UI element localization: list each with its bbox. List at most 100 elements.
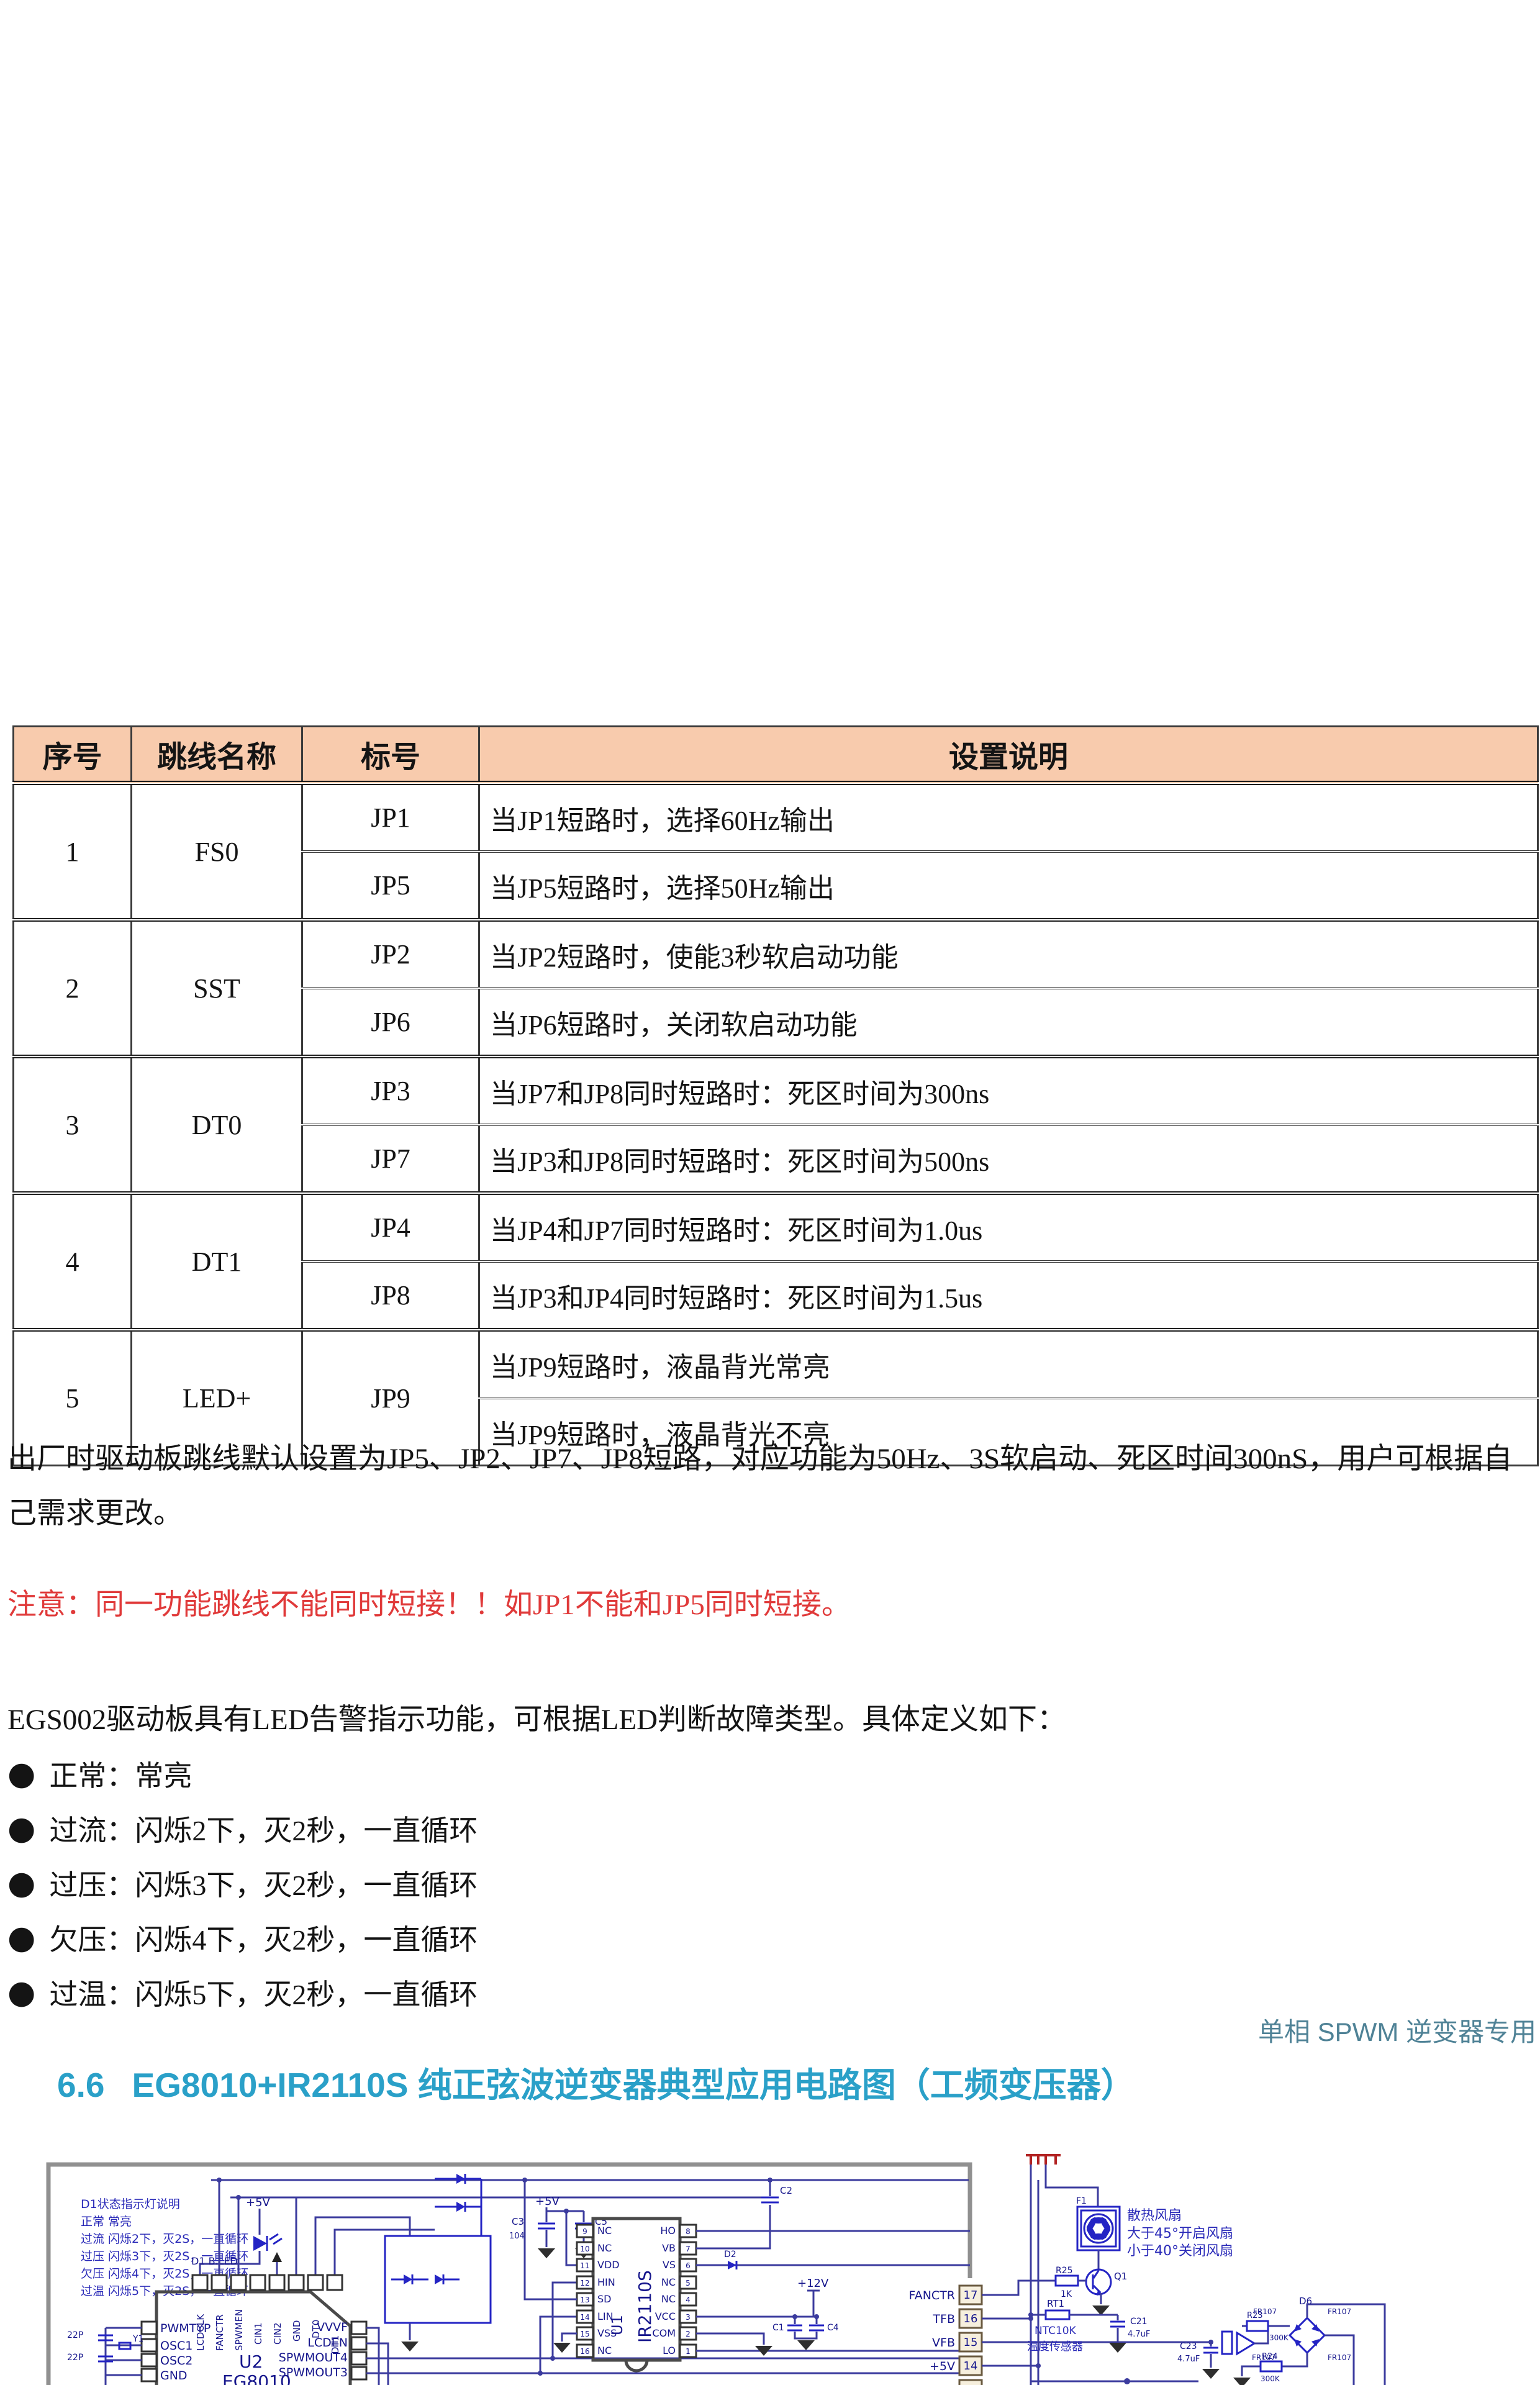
pin-number: 10 bbox=[580, 2245, 589, 2253]
table-row: 3 DT0 JP3 当JP7和JP8同时短路时：死区时间为300ns bbox=[12, 1055, 1539, 1193]
cell-desc: 当JP9短路时，液晶背光不亮 bbox=[478, 1397, 1539, 1466]
pin-number: 16 bbox=[580, 2347, 589, 2356]
chip-ref: U1 bbox=[609, 2315, 626, 2335]
cap-value: 4.7uF bbox=[1128, 2330, 1150, 2339]
connector-pin-label: +5V bbox=[930, 2360, 955, 2373]
pin-label: DT0 bbox=[310, 2320, 322, 2338]
resistor-r25 bbox=[1054, 2274, 1079, 2287]
connector-pin-number: 17 bbox=[964, 2289, 978, 2302]
cell-no: 2 bbox=[12, 918, 132, 1056]
cell-desc: 当JP4和JP7同时短路时：死区时间为1.0us bbox=[478, 1191, 1539, 1261]
application-circuit-schematic: D1状态指示灯说明 正常 常亮 过流 闪烁2下，灭2S，一直循环 过压 闪烁3下… bbox=[46, 2154, 1386, 2385]
connector-pin-label: TFB bbox=[932, 2312, 955, 2326]
table-row: 5 LED+ JP9 当JP9短路时，液晶背光常亮 bbox=[12, 1328, 1539, 1466]
cell-desc: 当JP5短路时，选择50Hz输出 bbox=[478, 850, 1539, 920]
pin-label: GND bbox=[291, 2320, 302, 2342]
fan-ref: F1 bbox=[1076, 2196, 1087, 2206]
pin-label: LCDCLK bbox=[195, 2314, 206, 2351]
connector-pin-label: VFB bbox=[932, 2336, 955, 2350]
pin-label: CIN2 bbox=[272, 2322, 283, 2345]
led-list-item: ● 过压：闪烁3下，灭2秒，一直循环 bbox=[7, 1856, 1533, 1910]
diode-type: FR107 bbox=[1252, 2353, 1275, 2362]
cell-no: 1 bbox=[12, 783, 132, 920]
schematic-frame bbox=[46, 2162, 972, 2385]
svg-text:过流 闪烁2下，灭2S，一直循环: 过流 闪烁2下，灭2S，一直循环 bbox=[81, 2232, 248, 2246]
cell-name: DT0 bbox=[130, 1055, 303, 1193]
pin-number: 15 bbox=[580, 2330, 589, 2338]
cap-label: C1 bbox=[772, 2323, 784, 2333]
svg-text:D1状态指示灯说明: D1状态指示灯说明 bbox=[81, 2197, 180, 2211]
pin-number: 5 bbox=[686, 2279, 691, 2287]
pin-number: 11 bbox=[580, 2261, 589, 2270]
cap-label: C4 bbox=[827, 2323, 839, 2333]
pin-label: DT1 bbox=[330, 2335, 341, 2354]
chip-u1-ir2110s: 9 10 11 12 13 14 15 16 NC NC VDD HIN SD … bbox=[576, 2217, 697, 2373]
ground-icon bbox=[538, 2248, 555, 2258]
cell-jp: JP6 bbox=[301, 987, 480, 1056]
pin-label: NC bbox=[597, 2225, 612, 2237]
led-d1-icon bbox=[253, 2233, 283, 2251]
col-header-no: 序号 bbox=[12, 725, 132, 785]
pin-label: HO bbox=[660, 2225, 676, 2237]
cell-jp: JP1 bbox=[301, 783, 480, 852]
ground-icon bbox=[1202, 2369, 1220, 2379]
pin-label: SD bbox=[597, 2293, 611, 2305]
bullet-icon: ● bbox=[7, 1919, 36, 1956]
bullet-icon: ● bbox=[7, 1974, 36, 2011]
page-footer-note: 单相 SPWM 逆变器专用 bbox=[1258, 2017, 1536, 2047]
led-d1-label: D1 B.LED bbox=[191, 2255, 238, 2267]
chip-part: EG8010 bbox=[222, 2371, 291, 2385]
section-title: EG8010+IR2110S 纯正弦波逆变器典型应用电路图（工频变压器） bbox=[132, 2066, 1135, 2104]
pin-number: 4 bbox=[686, 2296, 691, 2304]
pin-label: VS bbox=[663, 2259, 676, 2271]
cell-desc: 当JP3和JP8同时短路时：死区时间为500ns bbox=[478, 1124, 1539, 1193]
fan-icon bbox=[1076, 2206, 1121, 2251]
resistor-value: 1K bbox=[1061, 2289, 1072, 2299]
led-list-text: 过压：闪烁3下，灭2秒，一直循环 bbox=[49, 1869, 478, 1901]
cell-jp: JP2 bbox=[301, 918, 480, 988]
pin-label: LO bbox=[663, 2345, 676, 2356]
table-row: 4 DT1 JP4 当JP4和JP7同时短路时：死区时间为1.0us bbox=[12, 1191, 1539, 1330]
diode-type: FR107 bbox=[1328, 2353, 1351, 2362]
pin-number: 3 bbox=[686, 2313, 691, 2322]
chip-u2-eg8010: LCDCLK FANCTR SPWMEN CIN1 CIN2 GND DT0 D… bbox=[67, 2180, 435, 2385]
cell-no: 4 bbox=[12, 1191, 132, 1330]
thermistor-label: RT1 bbox=[1047, 2298, 1064, 2309]
edge-connector: 17 16 15 14 13 FANCTR TFB VFB +5V GND bbox=[909, 2284, 983, 2385]
resistor-value: 300K bbox=[1261, 2374, 1280, 2383]
pin-label: HIN bbox=[597, 2276, 615, 2288]
pin-number: 6 bbox=[686, 2261, 691, 2270]
diode-type: FR107 bbox=[1253, 2307, 1277, 2316]
pin-label: SPWMOUT4 bbox=[279, 2351, 348, 2365]
resistor-r23 bbox=[1246, 2320, 1269, 2332]
ground-icon bbox=[553, 2343, 571, 2353]
fan-label: 小于40°关闭风扇 bbox=[1127, 2243, 1233, 2259]
chip-ref: U2 bbox=[239, 2351, 263, 2372]
table-header-row: 序号 跳线名称 标号 设置说明 bbox=[12, 725, 1539, 785]
connector-pin-label: GND bbox=[928, 2383, 955, 2385]
led-intro-paragraph: EGS002驱动板具有LED告警指示功能，可根据LED判断故障类型。具体定义如下… bbox=[7, 1704, 1067, 1736]
pin-label: NC bbox=[597, 2345, 612, 2356]
pin-label: SPWMOUT3 bbox=[279, 2366, 348, 2379]
thermistor-rt1 bbox=[1044, 2309, 1071, 2320]
cell-name: SST bbox=[130, 918, 303, 1056]
pin-number: 12 bbox=[580, 2279, 589, 2287]
crystal-y1-icon bbox=[118, 2342, 132, 2350]
diode-label: D2 bbox=[724, 2250, 736, 2260]
connector-pin-number: 14 bbox=[964, 2360, 978, 2373]
table-row: 当JP9短路时，液晶背光不亮 bbox=[14, 1397, 1539, 1466]
pin-number: 13 bbox=[580, 2296, 589, 2304]
pin-label: VCC bbox=[655, 2310, 676, 2322]
cell-desc: 当JP7和JP8同时短路时：死区时间为300ns bbox=[478, 1055, 1539, 1125]
led-list-text: 过流：闪烁2下，灭2秒，一直循环 bbox=[49, 1815, 478, 1847]
pin-label: VVVF bbox=[317, 2320, 348, 2334]
cap-value: 104 bbox=[509, 2232, 525, 2241]
cell-desc: 当JP2短路时，使能3秒软启动功能 bbox=[478, 918, 1539, 988]
pin-number: 14 bbox=[580, 2313, 589, 2322]
cell-desc: 当JP1短路时，选择60Hz输出 bbox=[478, 783, 1539, 852]
crystal-label: Y1 bbox=[132, 2334, 143, 2344]
cell-name: DT1 bbox=[130, 1191, 303, 1330]
cap-label: C21 bbox=[1130, 2317, 1148, 2327]
cap-label: C2 bbox=[780, 2185, 792, 2196]
